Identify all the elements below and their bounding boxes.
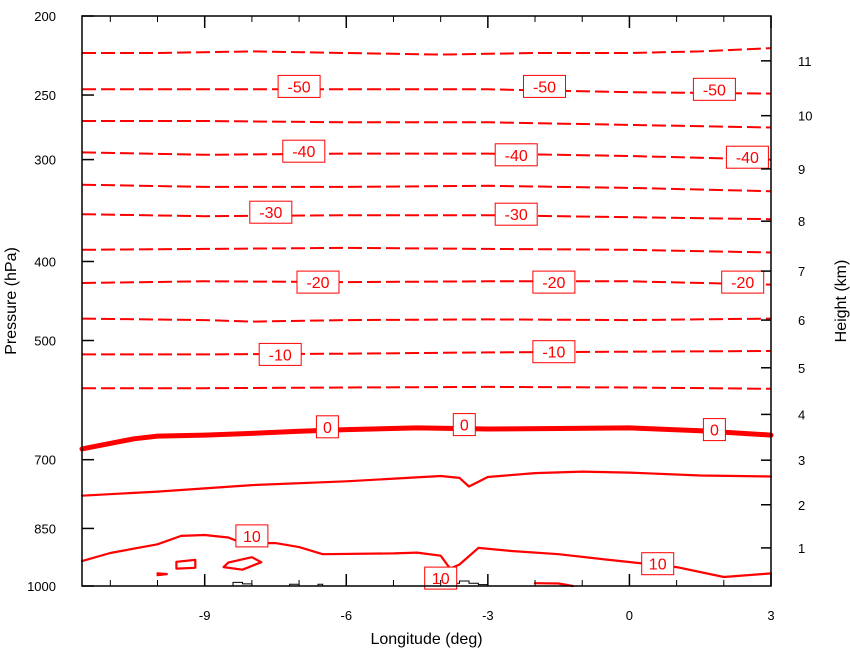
contour-label-text: 10 [649, 557, 667, 574]
contour-line-5 [81, 213, 772, 221]
y-tick-label: 250 [34, 88, 56, 103]
contour-label-2: -50 [692, 77, 736, 101]
contour-label-text: -40 [505, 148, 528, 165]
contour-line-2 [82, 120, 772, 129]
terrain-step-2 [317, 583, 324, 586]
contour-label-3: -40 [282, 139, 326, 163]
y-axis-right-title: Height (km) [833, 260, 850, 343]
contour-line-14 [175, 558, 197, 570]
y-tick-label: 300 [34, 153, 56, 168]
contour-label-text: -40 [736, 150, 759, 167]
right-tick-label: 7 [798, 264, 805, 279]
right-tick-label: 1 [798, 541, 805, 556]
contour-line-16 [156, 572, 168, 577]
contour-label-text: -50 [533, 79, 556, 96]
contour-label-12: -10 [532, 340, 576, 364]
contour-line-1 [82, 88, 772, 95]
y-tick-label: 500 [34, 334, 56, 349]
contour-label-5: -40 [725, 145, 769, 169]
right-tick-label: 9 [798, 162, 805, 177]
contour-label-4: -40 [494, 143, 538, 167]
y-tick-label: 400 [34, 254, 56, 269]
contour-label-text: -50 [288, 79, 311, 96]
contour-label-6: -30 [249, 200, 293, 224]
contour-label-text: 0 [460, 418, 469, 435]
contour-line-9 [82, 350, 772, 356]
contour-label-text: -10 [269, 347, 292, 364]
contour-label-14: 0 [452, 413, 476, 437]
contour-label-8: -20 [296, 270, 340, 294]
y-axis-height: 1 2 3 4 5 6 7 8 9 10 11 [761, 54, 812, 556]
plot-frame [81, 15, 772, 587]
contour-label-9: -20 [532, 270, 576, 294]
contour-label-15: 0 [702, 418, 726, 442]
contour-lines [79, 47, 774, 588]
contour-label-10: -20 [721, 270, 765, 294]
contour-line-13 [80, 533, 773, 579]
y-tick-label: 200 [34, 9, 56, 24]
x-axis-title: Longitude (deg) [370, 631, 482, 648]
x-tick-label: -3 [482, 608, 494, 623]
contour-label-text: 0 [710, 423, 719, 440]
contour-line-6 [81, 246, 772, 254]
contour-label-text: -20 [542, 275, 565, 292]
contour-label-18: 10 [641, 552, 675, 576]
contour-label-13: 0 [315, 415, 339, 439]
contour-line-10 [82, 385, 772, 390]
contour-label-text: -50 [703, 82, 726, 99]
x-axis: -9 -6 -3 0 3 [109, 16, 775, 623]
contour-label-17: 10 [424, 566, 458, 590]
y-tick-label: 700 [34, 453, 56, 468]
contour-label-text: 0 [323, 420, 332, 437]
contour-line-7 [81, 280, 772, 286]
right-tick-label: 3 [798, 453, 805, 468]
right-tick-label: 8 [798, 214, 805, 229]
contour-label-11: -10 [258, 342, 302, 366]
y-tick-label: 1000 [27, 579, 56, 594]
x-tick-label: 0 [626, 608, 633, 623]
contour-line-15 [222, 556, 263, 571]
contour-label-text: -20 [306, 275, 329, 292]
contour-line-12 [80, 470, 773, 497]
contour-label-text: -10 [542, 345, 565, 362]
x-tick-label: -9 [199, 608, 211, 623]
right-tick-label: 2 [798, 498, 805, 513]
right-tick-label: 10 [798, 109, 812, 124]
x-tick-label: -6 [340, 608, 352, 623]
y-axis-title: Pressure (hPa) [3, 247, 20, 355]
contour-line-3 [81, 151, 772, 161]
contour-line-17 [533, 582, 574, 588]
right-tick-label: 5 [798, 361, 805, 376]
contour-label-1: -50 [523, 74, 566, 98]
contour-label-text: -30 [259, 205, 282, 222]
contour-label-7: -30 [494, 202, 538, 226]
contour-label-0: -50 [277, 74, 321, 98]
y-tick-label: 850 [34, 521, 56, 536]
y-axis-pressure: 200 250 300 400 500 700 850 1000 [27, 9, 94, 594]
contour-label-text: -30 [505, 207, 528, 224]
contour-label-text: -40 [292, 144, 315, 161]
contour-line-8 [81, 317, 772, 323]
x-tick-label: 3 [767, 608, 774, 623]
right-tick-label: 4 [798, 407, 805, 422]
contour-line-4 [81, 183, 772, 193]
contour-labels: -50 -50 -50 -40 -40 -40 -30 -30 -20 -20 -20 -10 -10 0… [235, 74, 769, 590]
contour-label-16: 10 [235, 524, 269, 548]
contour-label-text: 10 [432, 571, 450, 588]
contour-line-11 [79, 425, 774, 452]
contour-label-text: -20 [731, 275, 754, 292]
contour-label-text: 10 [243, 529, 261, 546]
right-tick-label: 11 [798, 54, 812, 69]
right-tick-label: 6 [798, 313, 805, 328]
contour-line-0 [82, 47, 772, 56]
